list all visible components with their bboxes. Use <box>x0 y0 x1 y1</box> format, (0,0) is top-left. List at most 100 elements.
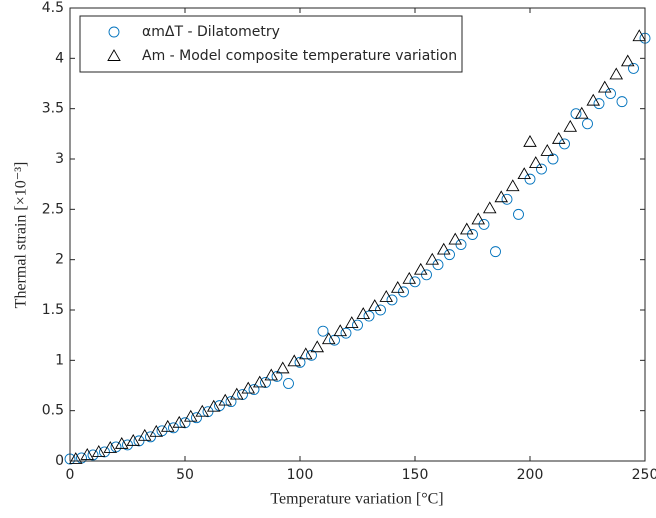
point <box>225 396 237 408</box>
point <box>586 93 601 106</box>
point <box>306 349 317 361</box>
point <box>593 98 605 110</box>
point <box>478 218 490 230</box>
point <box>386 294 398 306</box>
point <box>126 433 141 446</box>
point <box>80 448 95 460</box>
point <box>172 415 187 428</box>
point <box>559 138 570 150</box>
y-tick-label: 1.5 <box>42 302 64 318</box>
point <box>540 144 555 156</box>
plot-area <box>70 8 645 461</box>
point <box>137 428 152 441</box>
point <box>471 212 486 225</box>
point <box>632 29 647 42</box>
point <box>616 96 628 108</box>
point <box>340 327 352 339</box>
point <box>160 419 175 432</box>
point <box>459 222 474 235</box>
y-tick-label: 4 <box>55 50 64 66</box>
y-tick-label: 3.5 <box>42 101 64 117</box>
point <box>99 446 110 458</box>
point <box>333 324 348 337</box>
point <box>206 399 221 412</box>
x-tick-label: 250 <box>632 467 656 483</box>
point <box>317 325 329 337</box>
point <box>628 62 639 74</box>
point <box>310 340 325 353</box>
point <box>523 134 537 147</box>
point <box>467 229 478 240</box>
point <box>605 88 616 100</box>
point <box>528 156 543 168</box>
x-tick-label: 200 <box>517 467 544 483</box>
point <box>260 377 271 388</box>
point <box>421 269 432 281</box>
point <box>501 193 513 205</box>
point <box>145 431 156 443</box>
point <box>68 452 83 464</box>
point <box>398 286 409 298</box>
point <box>609 67 624 80</box>
y-tick-label: 0.5 <box>42 403 64 419</box>
point <box>248 384 260 395</box>
legend-label: Am - Model composite temperature variati… <box>142 48 457 64</box>
legend-box <box>79 15 463 73</box>
point <box>402 271 417 284</box>
point <box>133 435 145 447</box>
x-tick-label: 150 <box>402 467 429 483</box>
point <box>524 173 536 185</box>
point <box>122 439 133 451</box>
y-tick-label: 2 <box>55 252 64 268</box>
legend-marker <box>108 26 120 38</box>
point <box>195 404 210 417</box>
point <box>490 246 501 258</box>
point <box>218 393 233 406</box>
point <box>237 389 248 401</box>
point <box>103 441 118 453</box>
point <box>352 319 363 331</box>
point <box>425 252 440 265</box>
axes-box <box>69 7 646 462</box>
point <box>597 80 612 93</box>
point <box>183 409 198 422</box>
point <box>344 316 359 329</box>
point <box>375 304 386 316</box>
y-tick-label: 1 <box>55 352 64 368</box>
point <box>168 422 179 434</box>
point <box>321 332 336 345</box>
point <box>448 232 463 245</box>
x-tick-label: 0 <box>66 467 75 483</box>
point <box>432 259 444 271</box>
point <box>294 356 306 368</box>
point <box>409 276 421 288</box>
point <box>283 378 294 389</box>
point <box>241 381 256 394</box>
point <box>298 347 313 360</box>
point <box>620 54 635 67</box>
point <box>229 387 244 400</box>
point <box>582 118 593 130</box>
point <box>536 163 547 175</box>
point <box>87 449 99 461</box>
point <box>379 290 394 302</box>
point <box>363 310 375 322</box>
point <box>444 249 455 261</box>
y-axis-label: Thermal strain [×10⁻³] <box>13 162 30 309</box>
x-axis-label: Temperature variation [°C] <box>270 491 443 508</box>
point <box>494 190 509 203</box>
point <box>179 417 191 429</box>
point <box>252 375 267 388</box>
y-tick-label: 4.5 <box>42 0 64 16</box>
legend-label: αmΔT - Dilatometry <box>142 24 280 40</box>
point <box>455 239 467 251</box>
point <box>356 307 371 319</box>
point <box>149 424 164 437</box>
point <box>367 299 382 311</box>
x-tick-label: 100 <box>287 467 314 483</box>
point <box>91 445 106 457</box>
point <box>390 280 405 293</box>
point <box>264 368 279 381</box>
point <box>513 208 524 220</box>
